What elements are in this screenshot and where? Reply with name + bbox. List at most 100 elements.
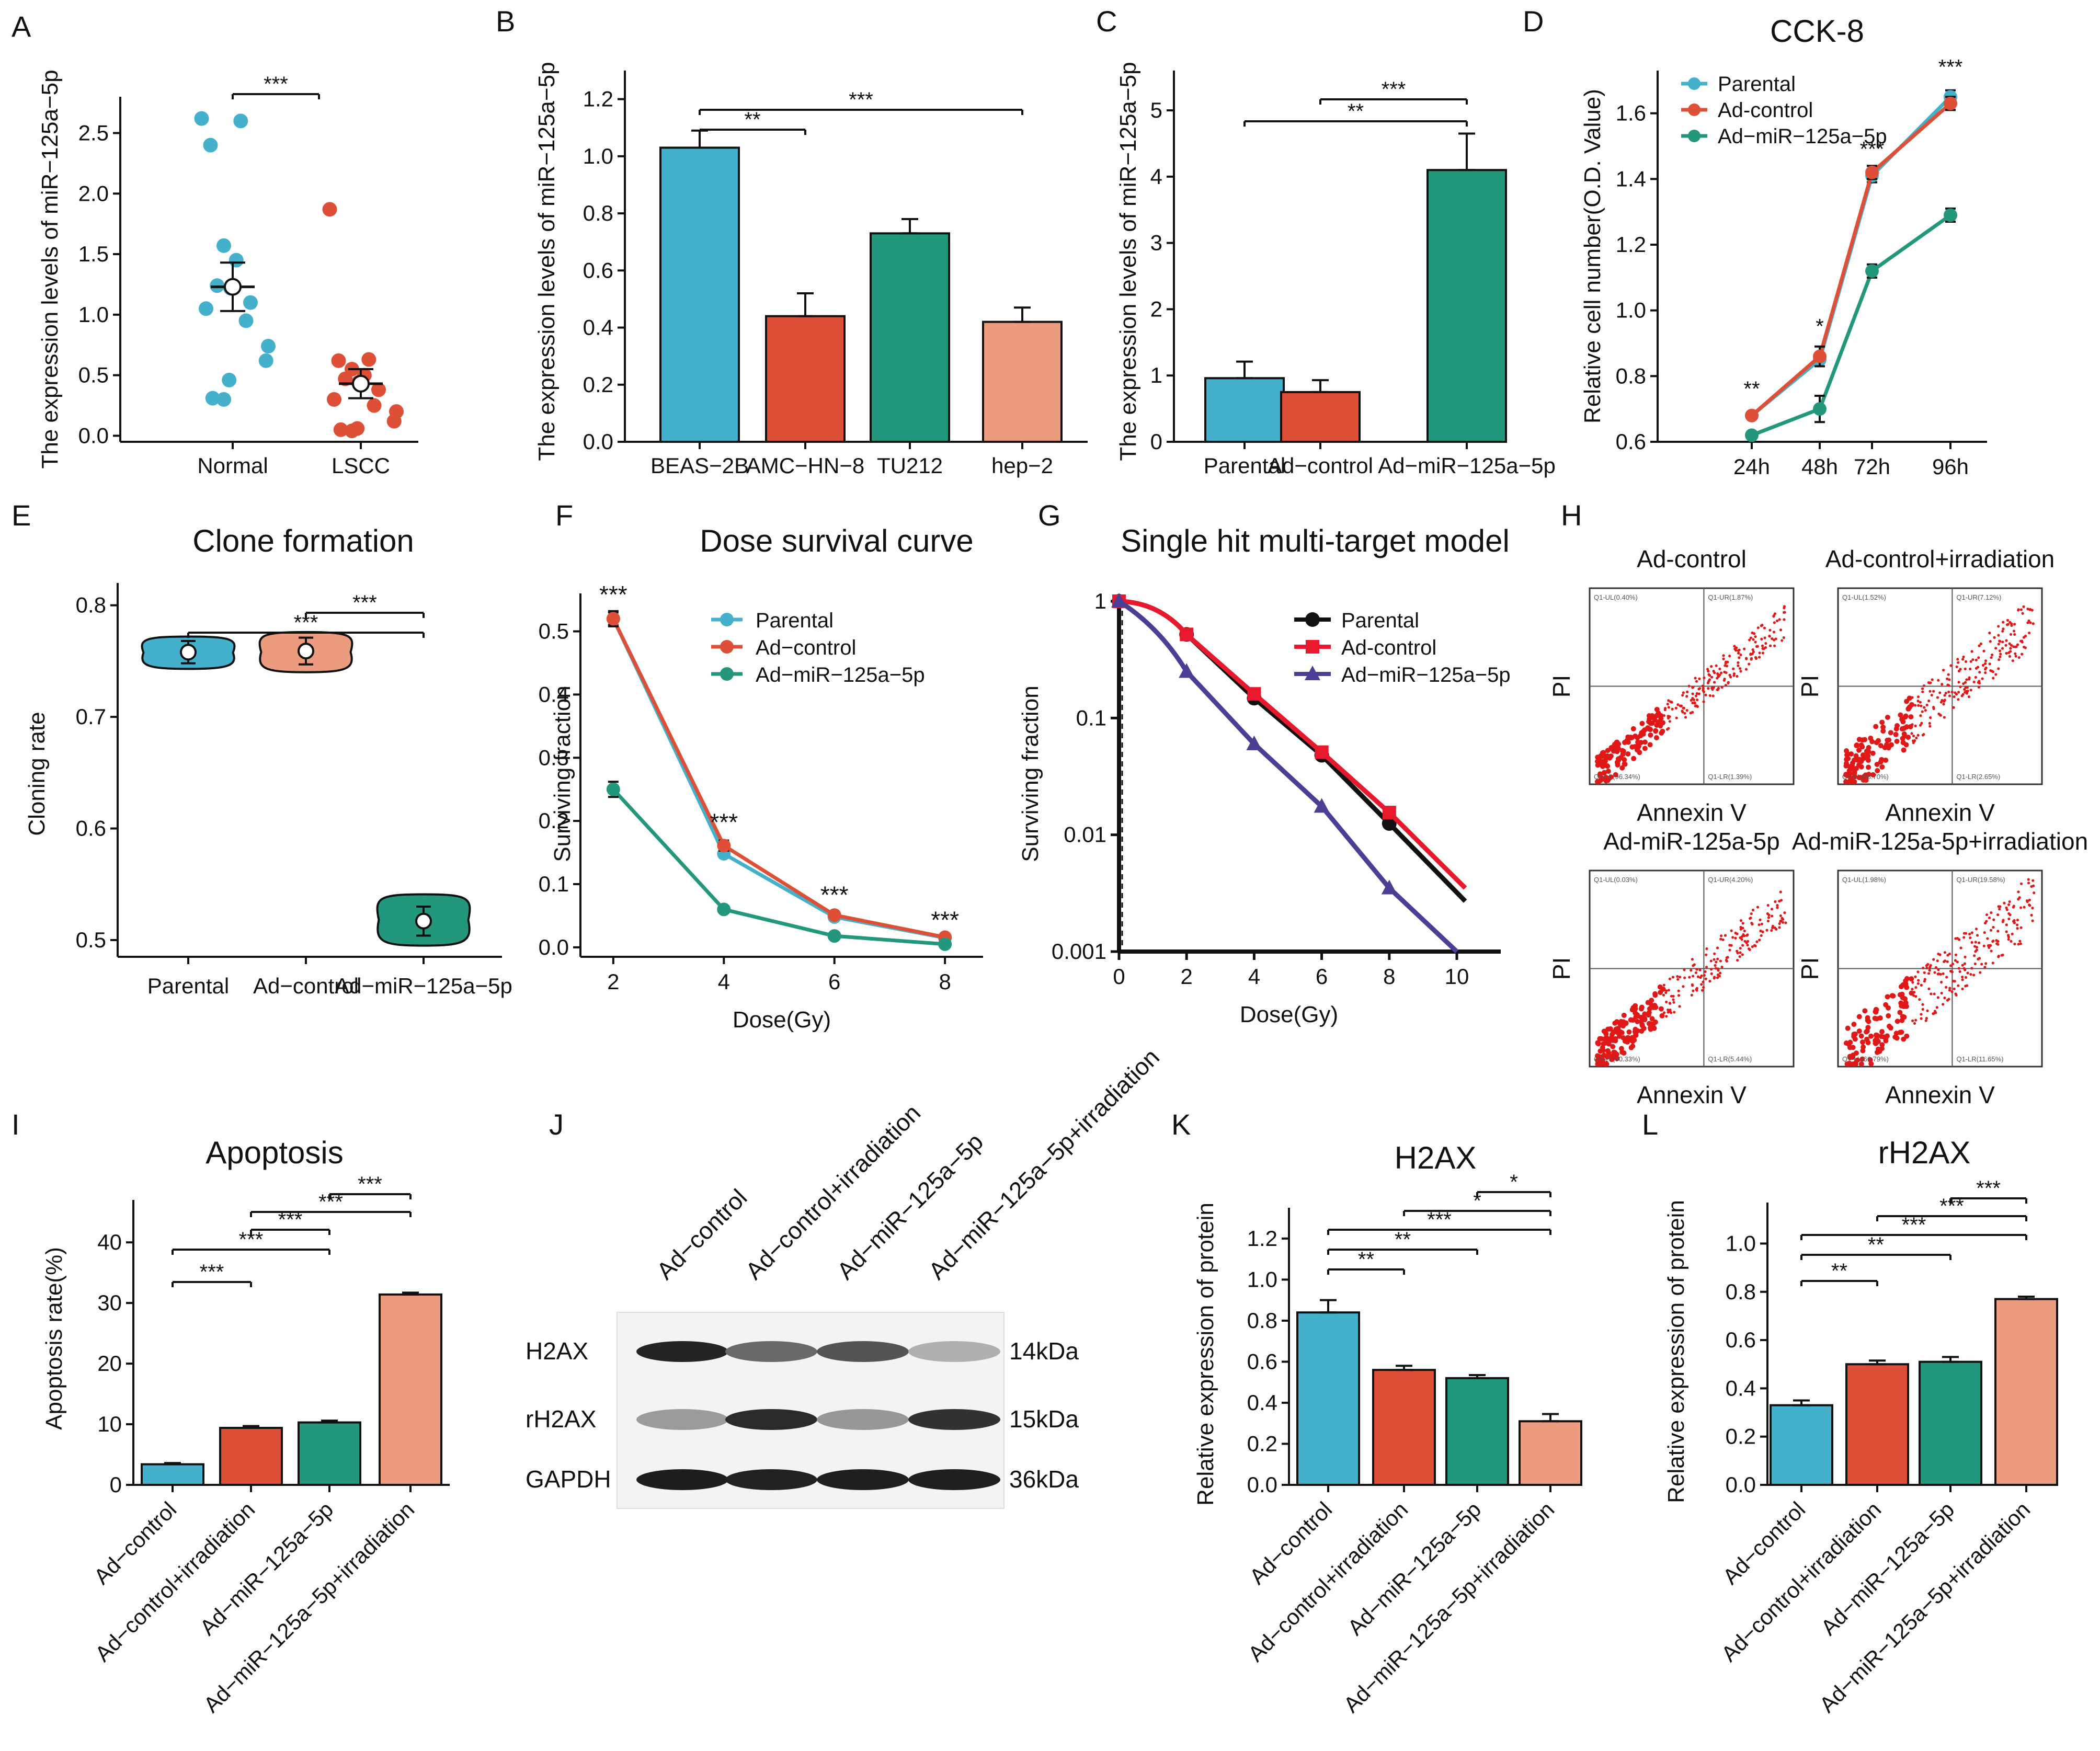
h-event (1981, 663, 1985, 667)
h-event (1659, 1013, 1665, 1018)
h-event (1694, 704, 1697, 708)
h-event (1732, 667, 1735, 670)
h-event (1734, 936, 1737, 940)
d-point (1865, 264, 1879, 278)
l-bar (1994, 1298, 2058, 1486)
h-event (1597, 771, 1603, 777)
l-title: rH2AX (1878, 1135, 1971, 1170)
h-event (1922, 966, 1925, 970)
h-event (1920, 722, 1923, 725)
h-event (1648, 727, 1653, 733)
h-event (1897, 1029, 1903, 1035)
h-event (1705, 966, 1708, 969)
h-event (1667, 1008, 1670, 1012)
h-event (1725, 959, 1729, 963)
c-y-tick-label: 2 (1150, 296, 1162, 321)
h-event (1993, 636, 1996, 639)
h-event (1914, 724, 1917, 728)
h-event (1953, 987, 1956, 990)
h-event (1683, 712, 1686, 715)
j-band (636, 1469, 728, 1490)
h-event (1667, 706, 1670, 709)
a-point-lscc (371, 382, 386, 397)
h-event (1943, 694, 1946, 697)
h-event (1682, 691, 1685, 694)
h-event (1957, 967, 1960, 970)
f-annotation: *** (931, 907, 959, 934)
d-legend-label: Ad−miR−125a−5p (1718, 125, 1887, 148)
h-event (1967, 695, 1971, 699)
e-mean-marker (298, 643, 314, 660)
h-event (1862, 1008, 1868, 1014)
h-event (1600, 1047, 1606, 1053)
h-event (1875, 1033, 1880, 1038)
h-event (2007, 938, 2010, 941)
h-event (1714, 967, 1717, 970)
h-event (1665, 1015, 1668, 1018)
l-significance-label: *** (1902, 1214, 1926, 1237)
h-event (1751, 631, 1754, 634)
panel-label-C: C (1096, 5, 1117, 38)
f-legend-marker (720, 667, 734, 681)
h-event (1750, 921, 1753, 925)
h-event (1964, 667, 1967, 670)
k-bar (1372, 1369, 1436, 1486)
k-title: H2AX (1395, 1140, 1477, 1175)
f-y-tick-label: 0.3 (539, 745, 569, 770)
h-scatter-cloud (1843, 878, 2036, 1067)
h-event (1760, 624, 1763, 627)
h-event (1883, 757, 1889, 763)
h-event (1736, 958, 1739, 962)
h-quadrant-ul: Q1-UL(1.98%) (1842, 876, 1886, 884)
h-event (2017, 890, 2020, 894)
b-x-tick-label: TU212 (877, 453, 943, 478)
j-band (725, 1409, 817, 1430)
h-event (1739, 653, 1742, 657)
k-y-tick-label: 0.8 (1247, 1308, 1277, 1333)
h-event (1936, 696, 1939, 699)
h-event (1639, 730, 1645, 736)
h-event (2001, 630, 2004, 633)
f-annotation: *** (820, 881, 849, 908)
d-point (1944, 208, 1957, 222)
h-event (1981, 677, 1984, 680)
h-event (2016, 927, 2019, 930)
a-y-tick-label: 1.5 (78, 242, 109, 266)
h-event (1865, 1017, 1870, 1023)
h-event (2002, 919, 2005, 922)
h-event (1768, 644, 1772, 647)
h-event (2031, 907, 2034, 910)
h-event (1665, 989, 1668, 992)
h-event (1662, 1011, 1666, 1014)
h-event (1990, 911, 1993, 914)
i-x-tick-label: Ad−miR−125a−5p (195, 1497, 338, 1640)
i-title: Apoptosis (206, 1135, 344, 1170)
h-event (2017, 943, 2020, 946)
h-event (1932, 1012, 1935, 1015)
h-event (1647, 716, 1652, 722)
i-bar (219, 1427, 283, 1486)
h-event (1764, 642, 1767, 645)
h-event (1934, 966, 1938, 969)
h-event (2013, 943, 2016, 946)
h-event (1950, 970, 1954, 974)
h-event (1601, 1052, 1607, 1058)
i-bar (298, 1421, 361, 1486)
h-event (1873, 724, 1879, 729)
l-bar (1919, 1360, 1982, 1486)
h-event (1854, 742, 1859, 748)
h-event (1921, 710, 1924, 713)
h-event (1939, 980, 1943, 984)
d-legend-marker (1688, 130, 1700, 142)
h-event (1710, 676, 1714, 679)
d-annotation: *** (1860, 138, 1885, 161)
g-point (1382, 806, 1396, 820)
h-event (1682, 985, 1685, 988)
h-event (2023, 645, 2026, 649)
h-event (1878, 743, 1884, 749)
h-event (1754, 635, 1757, 638)
h-event (1989, 640, 1992, 643)
h-event (1914, 1018, 1918, 1022)
h-event (1948, 987, 1951, 990)
